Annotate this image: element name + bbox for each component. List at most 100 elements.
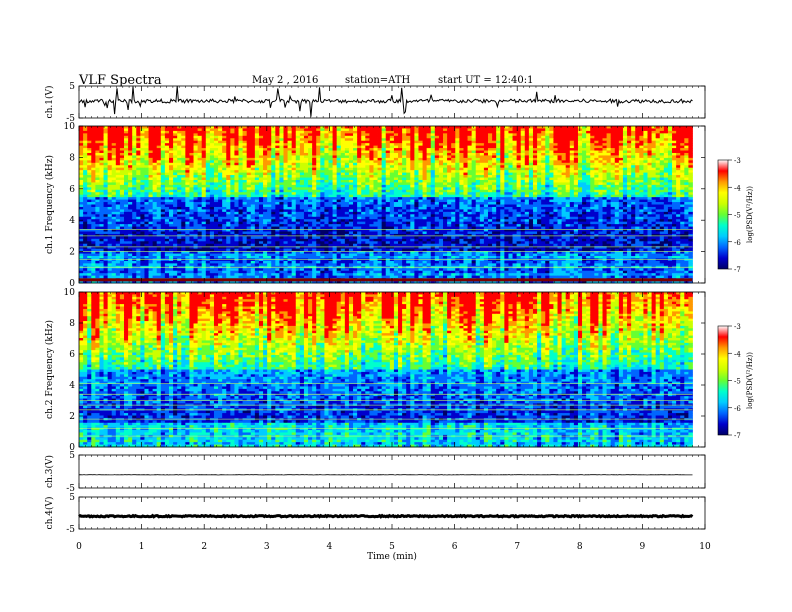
heatmap-cell xyxy=(213,145,219,149)
heatmap-cell xyxy=(430,148,436,151)
heatmap-cell xyxy=(385,162,391,166)
heatmap-cell xyxy=(308,145,313,149)
heatmap-cell xyxy=(168,187,174,191)
heatmap-cell xyxy=(447,150,452,154)
heatmap-cell xyxy=(479,150,485,154)
heatmap-cell xyxy=(643,162,648,166)
heatmap-cell xyxy=(582,143,587,147)
heatmap-cell xyxy=(406,126,411,129)
heatmap-cell xyxy=(336,155,342,159)
heatmap-cell xyxy=(418,140,423,144)
heatmap-cell xyxy=(103,160,109,164)
heatmap-cell xyxy=(271,184,276,188)
heatmap-cell xyxy=(651,177,657,181)
heatmap-cell xyxy=(418,157,423,161)
heatmap-cell xyxy=(520,177,526,181)
heatmap-cell xyxy=(238,162,243,166)
heatmap-cell xyxy=(663,140,669,144)
heatmap-cell xyxy=(209,138,215,142)
heatmap-cell xyxy=(520,172,526,176)
heatmap-cell xyxy=(541,182,546,186)
heatmap-cell xyxy=(365,177,370,181)
heatmap-cell xyxy=(103,175,109,178)
heatmap-cell xyxy=(328,152,333,156)
heatmap-cell xyxy=(479,204,485,208)
heatmap-cell xyxy=(107,160,113,164)
heatmap-cell xyxy=(373,148,378,151)
heatmap-cell xyxy=(680,175,685,178)
heatmap-cell xyxy=(651,143,657,147)
heatmap-cell xyxy=(610,175,616,178)
heatmap-cell xyxy=(316,179,321,183)
heatmap-cell xyxy=(197,187,203,191)
heatmap-cell xyxy=(115,138,121,142)
heatmap-cell xyxy=(569,189,575,193)
heatmap-cell xyxy=(201,206,207,210)
heatmap-cell xyxy=(475,172,481,176)
heatmap-cell xyxy=(565,199,571,203)
heatmap-cell xyxy=(545,150,550,154)
heatmap-cell xyxy=(447,194,452,198)
heatmap-cell xyxy=(373,138,378,142)
heatmap-cell xyxy=(83,140,88,144)
heatmap-cell xyxy=(537,155,542,159)
heatmap-cell xyxy=(398,172,403,176)
heatmap-cell xyxy=(569,182,575,186)
heatmap-cell xyxy=(197,175,203,178)
heatmap-cell xyxy=(213,138,219,142)
heatmap-cell xyxy=(438,179,444,183)
heatmap-cell xyxy=(667,194,673,198)
heatmap-cell xyxy=(111,206,117,210)
heatmap-cell xyxy=(263,150,268,154)
heatmap-cell xyxy=(119,162,125,166)
heatmap-cell xyxy=(279,167,284,171)
heatmap-cell xyxy=(132,133,137,137)
heatmap-cell xyxy=(164,204,170,208)
heatmap-cell xyxy=(541,202,546,205)
heatmap-cell xyxy=(287,167,293,171)
heatmap-cell xyxy=(577,204,583,208)
heatmap-cell xyxy=(369,194,374,198)
heatmap-cell xyxy=(209,126,215,129)
heatmap-cell xyxy=(680,135,685,139)
heatmap-cell xyxy=(618,172,624,176)
heatmap-cell xyxy=(205,126,211,129)
heatmap-cell xyxy=(254,199,260,203)
heatmap-cell xyxy=(205,202,211,205)
heatmap-cell xyxy=(316,148,321,151)
heatmap-cell xyxy=(389,135,395,139)
heatmap-cell xyxy=(455,140,460,144)
heatmap-cell xyxy=(414,170,419,174)
heatmap-cell xyxy=(91,189,96,193)
heatmap-cell xyxy=(95,189,100,193)
heatmap-cell xyxy=(627,199,632,203)
heatmap-cell xyxy=(381,157,387,161)
heatmap-cell xyxy=(156,138,162,142)
heatmap-cell xyxy=(136,172,141,176)
heatmap-cell xyxy=(234,167,239,171)
heatmap-cell xyxy=(688,194,693,198)
heatmap-cell xyxy=(508,197,513,200)
heatmap-cell xyxy=(422,138,428,142)
heatmap-cell xyxy=(156,165,162,169)
heatmap-cell xyxy=(504,182,509,186)
heatmap-cell xyxy=(602,152,607,156)
heatmap-cell xyxy=(688,135,693,139)
heatmap-cell xyxy=(553,160,558,164)
heatmap-cell xyxy=(128,135,133,139)
heatmap-cell xyxy=(160,167,166,171)
heatmap-cell xyxy=(128,148,133,151)
heatmap-cell xyxy=(373,143,378,147)
heatmap-cell xyxy=(659,130,665,134)
heatmap-cell xyxy=(189,167,194,171)
heatmap-cell xyxy=(230,140,235,144)
heatmap-cell xyxy=(475,148,481,151)
heatmap-cell xyxy=(393,170,399,174)
heatmap-cell xyxy=(381,145,387,149)
heatmap-cell xyxy=(222,143,227,147)
heatmap-cell xyxy=(430,175,436,178)
heatmap-cell xyxy=(246,194,252,198)
heatmap-cell xyxy=(537,152,542,156)
heatmap-cell xyxy=(496,184,501,188)
heatmap-cell xyxy=(672,148,677,151)
